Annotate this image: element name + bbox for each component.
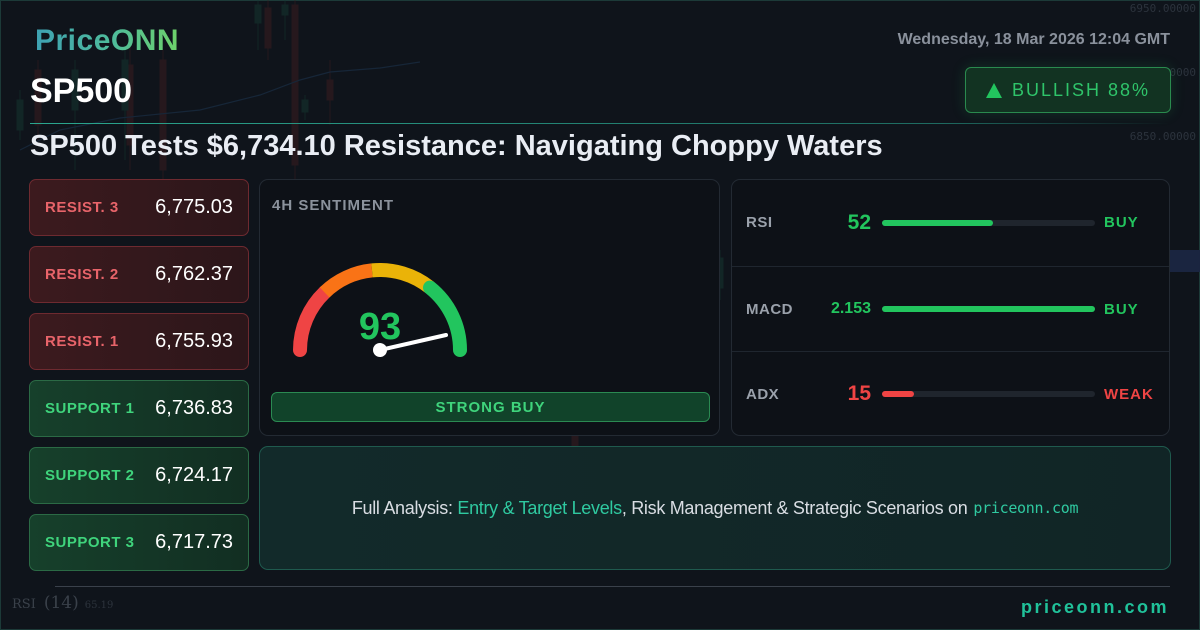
level-label: SUPPORT 2 bbox=[45, 467, 135, 484]
sentiment-score: 93 bbox=[358, 306, 402, 348]
level-value: 6,724.17 bbox=[155, 464, 233, 486]
indicator-row-rsi: RSI 52 BUY bbox=[732, 180, 1169, 265]
support-level-3: SUPPORT 3 6,717.73 bbox=[29, 514, 249, 571]
sentiment-badge: BULLISH 88% bbox=[965, 67, 1171, 113]
footer-divider bbox=[55, 586, 1170, 587]
indicator-row-macd: MACD 2.153 BUY bbox=[732, 266, 1169, 351]
level-value: 6,755.93 bbox=[155, 330, 233, 352]
indicator-name: MACD bbox=[746, 300, 793, 318]
indicator-name: ADX bbox=[746, 385, 780, 403]
indicator-value: 2.153 bbox=[830, 300, 871, 317]
level-value: 6,775.03 bbox=[155, 196, 233, 218]
symbol-title: SP500 bbox=[30, 72, 133, 110]
sentiment-gauge-icon bbox=[293, 263, 467, 357]
full-analysis-banner[interactable]: Full Analysis: Entry & Target Levels, Ri… bbox=[259, 446, 1171, 570]
level-label: SUPPORT 1 bbox=[45, 400, 135, 417]
priceonn-logo: PriceONN bbox=[35, 24, 180, 57]
indicator-signal: BUY bbox=[1104, 300, 1139, 318]
indicator-bar bbox=[882, 391, 1095, 397]
cta-middle: , Risk Management & Strategic Scenarios … bbox=[621, 497, 968, 518]
indicator-value: 52 bbox=[847, 210, 871, 234]
sentiment-badge-label: BULLISH 88% bbox=[1011, 79, 1151, 100]
indicator-value: 15 bbox=[847, 382, 871, 405]
resistance-level-2: RESIST. 2 6,762.37 bbox=[29, 246, 249, 303]
sentiment-title: 4H SENTIMENT bbox=[272, 197, 395, 214]
cta-site-link[interactable]: priceonn.com bbox=[973, 499, 1079, 517]
datetime-stamp: Wednesday, 18 Mar 2026 12:04 GMT bbox=[897, 31, 1170, 48]
background-rsi-legend: RSI (14) 65.19 bbox=[12, 593, 113, 613]
sentiment-card: 4H SENTIMENT 93 STRONG BUY bbox=[259, 179, 720, 436]
rsi-legend-value: 65.19 bbox=[84, 600, 114, 611]
level-label: SUPPORT 3 bbox=[45, 534, 135, 551]
indicator-bar bbox=[882, 219, 1095, 226]
levels-column: RESIST. 3 6,775.03 RESIST. 2 6,762.37 RE… bbox=[29, 179, 249, 581]
sentiment-verdict: STRONG BUY bbox=[271, 392, 710, 422]
footer-site-link[interactable]: priceonn.com bbox=[1020, 597, 1169, 617]
gauge-needle bbox=[378, 333, 448, 352]
level-value: 6,736.83 bbox=[155, 397, 233, 419]
triangle-up-icon bbox=[985, 82, 1002, 98]
rsi-legend-period: (14) bbox=[43, 593, 79, 613]
header-divider bbox=[30, 123, 1170, 124]
support-level-1: SUPPORT 1 6,736.83 bbox=[29, 380, 249, 437]
indicator-name: RSI bbox=[746, 214, 773, 231]
level-label: RESIST. 2 bbox=[45, 266, 119, 283]
indicator-row-adx: ADX 15 WEAK bbox=[732, 351, 1169, 436]
resistance-level-1: RESIST. 1 6,755.93 bbox=[29, 313, 249, 370]
page-headline: SP500 Tests $6,734.10 Resistance: Naviga… bbox=[30, 130, 883, 162]
rsi-legend-name: RSI bbox=[12, 597, 36, 612]
support-level-2: SUPPORT 2 6,724.17 bbox=[29, 447, 249, 504]
level-value: 6,762.37 bbox=[155, 263, 233, 285]
indicators-card: RSI 52 BUY MACD 2.153 BUY ADX 15 WEAK bbox=[731, 179, 1170, 436]
resistance-level-3: RESIST. 3 6,775.03 bbox=[29, 179, 249, 236]
level-label: RESIST. 1 bbox=[45, 333, 119, 350]
level-value: 6,717.73 bbox=[155, 531, 233, 553]
cta-highlight[interactable]: Entry & Target Levels bbox=[457, 497, 622, 518]
indicator-signal: WEAK bbox=[1104, 385, 1154, 403]
level-label: RESIST. 3 bbox=[45, 199, 119, 216]
indicator-bar bbox=[882, 306, 1095, 312]
cta-prefix: Full Analysis: bbox=[351, 497, 453, 518]
indicator-signal: BUY bbox=[1104, 214, 1139, 231]
